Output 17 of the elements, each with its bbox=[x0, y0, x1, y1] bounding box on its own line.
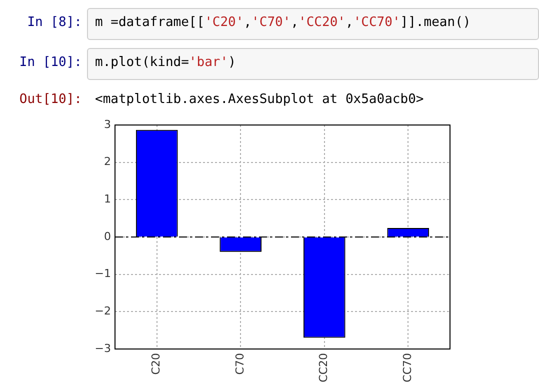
y-tick-label: 3 bbox=[104, 118, 111, 131]
text: In [8]: bbox=[27, 15, 82, 30]
text: In [10]: bbox=[19, 55, 82, 70]
y-tick-label: 1 bbox=[104, 192, 111, 206]
text: m =dataframe[['C20','C70','CC20','CC70']].mean() bbox=[95, 15, 471, 30]
y-tick-label: −3 bbox=[94, 342, 111, 355]
x-tick-label: C20 bbox=[150, 353, 163, 375]
x-tick-label: C70 bbox=[233, 353, 246, 375]
x-tick-label: CC20 bbox=[317, 353, 330, 382]
text: m.plot(kind='bar') bbox=[95, 55, 236, 70]
x-tick-label: CC70 bbox=[400, 353, 414, 382]
y-tick-label: 0 bbox=[104, 230, 111, 243]
y-tick-label: 2 bbox=[104, 155, 111, 168]
y-tick-label: −2 bbox=[94, 304, 111, 318]
y-tick-label: −1 bbox=[94, 267, 111, 280]
text: Out[10]: bbox=[19, 92, 82, 107]
text: <matplotlib.axes.AxesSubplot at 0x5a0acb0> bbox=[95, 92, 424, 107]
